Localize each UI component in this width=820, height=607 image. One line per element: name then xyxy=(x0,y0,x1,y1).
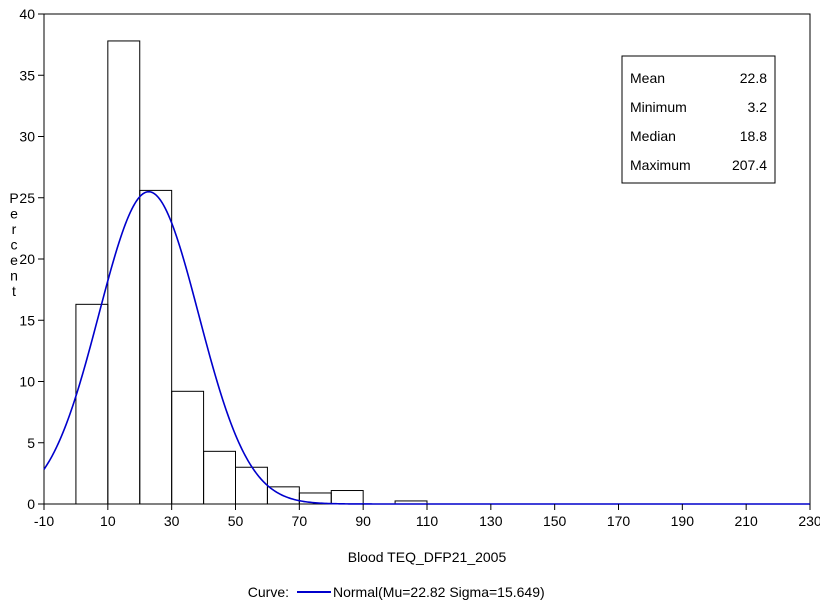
histogram-bar xyxy=(171,390,205,505)
x-tick-label: -10 xyxy=(34,513,54,529)
stat-value: 22.8 xyxy=(740,70,767,86)
stat-name: Median xyxy=(630,128,676,144)
x-tick-label: 70 xyxy=(292,513,308,529)
normal-curve xyxy=(43,190,810,505)
stats-box-frame xyxy=(621,55,776,184)
y-tick-label: 5 xyxy=(27,435,35,451)
x-tick-label: 230 xyxy=(798,513,820,529)
legend-label: Curve: xyxy=(248,584,289,600)
stat-name: Maximum xyxy=(630,157,691,173)
histogram-bar xyxy=(107,40,141,505)
x-tick-label: 30 xyxy=(164,513,180,529)
histogram-bar xyxy=(235,466,268,505)
y-tick-label: 10 xyxy=(19,374,35,390)
stat-name: Minimum xyxy=(630,99,687,115)
y-tick-label: 25 xyxy=(19,190,35,206)
x-tick-label: 210 xyxy=(734,513,758,529)
stat-name: Mean xyxy=(630,70,665,86)
y-tick-label: 40 xyxy=(19,6,35,22)
histogram-bars xyxy=(75,40,428,505)
x-tick-label: 50 xyxy=(228,513,244,529)
x-tick-label: 170 xyxy=(607,513,631,529)
x-axis: -10 10 30 50 70 90 110 130 150 170 190 210 230 xyxy=(34,504,820,529)
normal-curve-line xyxy=(43,190,810,505)
histogram-bar xyxy=(75,303,109,505)
x-tick-label: 130 xyxy=(479,513,503,529)
x-tick-label: 90 xyxy=(355,513,371,529)
stat-value: 207.4 xyxy=(732,157,767,173)
y-tick-label: 0 xyxy=(27,496,35,512)
y-tick-label: 30 xyxy=(19,129,35,145)
stat-value: 18.8 xyxy=(740,128,767,144)
legend-entry-normal: Normal(Mu=22.82 Sigma=15.649) xyxy=(333,584,545,600)
x-axis-label: Blood TEQ_DFP21_2005 xyxy=(348,549,507,565)
x-tick-label: 10 xyxy=(100,513,116,529)
x-tick-label: 110 xyxy=(416,513,439,529)
x-tick-label: 190 xyxy=(671,513,695,529)
histogram-bar xyxy=(203,450,236,505)
y-axis: 0 5 10 15 20 25 30 35 40 xyxy=(19,6,44,512)
y-tick-label: 35 xyxy=(19,67,35,83)
y-tick-label: 15 xyxy=(19,312,35,328)
x-tick-label: 150 xyxy=(543,513,567,529)
stat-value: 3.2 xyxy=(748,99,768,115)
histogram-bar xyxy=(139,189,173,505)
y-tick-label: 20 xyxy=(19,251,35,267)
legend: Curve: Normal(Mu=22.82 Sigma=15.649) xyxy=(248,584,545,600)
histogram-bar xyxy=(330,490,364,505)
stats-box: Mean 22.8 Minimum 3.2 Median 18.8 Maximum 207.4 xyxy=(621,55,776,184)
